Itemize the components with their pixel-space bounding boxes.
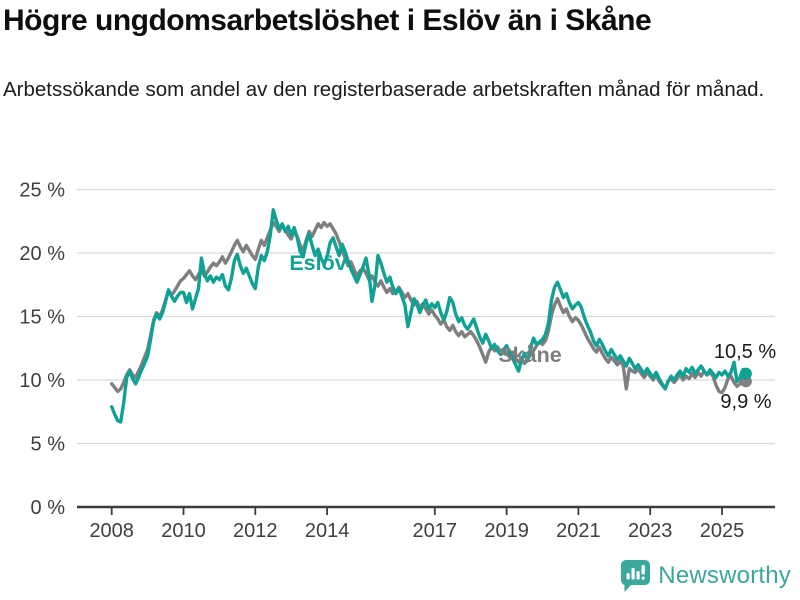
y-tick-label: 10 %: [19, 370, 65, 392]
x-tick-label: 2025: [700, 520, 745, 542]
x-tick-label: 2014: [305, 520, 350, 542]
x-tick-label: 2012: [233, 520, 278, 542]
y-tick-label: 20 %: [19, 243, 65, 265]
series-layer: [109, 208, 752, 424]
series-end-dot-eslv: [739, 367, 752, 380]
series-line-skne: [109, 220, 748, 395]
page-subtitle: Arbetssökande som andel av den registerb…: [3, 78, 765, 101]
x-tick-label: 2021: [556, 520, 601, 542]
newsworthy-bubble-chart-icon: [621, 560, 651, 592]
x-tick-label: 2019: [484, 520, 529, 542]
series-label-eslov: Eslöv: [289, 251, 346, 275]
end-value-label-skane: 9,9 %: [720, 391, 771, 413]
x-tick-label: 2017: [413, 520, 458, 542]
y-tick-label: 0 %: [31, 497, 66, 519]
y-tick-label: 5 %: [31, 434, 66, 456]
x-tick-label: 2023: [628, 520, 673, 542]
series-label-skane: Skåne: [498, 343, 561, 367]
grid-layer: 0 % 5 % 10 % 15 % 20 % 25 % 2008 2010 2012 2014 20…: [19, 180, 775, 542]
y-tick-label: 25 %: [19, 180, 65, 202]
newsworthy-wordmark: Newsworthy: [658, 562, 791, 589]
page-title: Högre ungdomsarbetslöshet i Eslöv än i S…: [3, 4, 652, 37]
end-value-label-eslov: 10,5 %: [714, 341, 776, 363]
label-layer: Eslöv Skåne 10,5 % 9,9 %: [289, 251, 776, 413]
y-tick-label: 15 %: [19, 307, 65, 329]
x-tick-label: 2008: [89, 520, 134, 542]
newsworthy-logo[interactable]: Newsworthy: [620, 559, 791, 593]
series-line-eslv: [109, 208, 748, 424]
x-tick-label: 2010: [161, 520, 206, 542]
